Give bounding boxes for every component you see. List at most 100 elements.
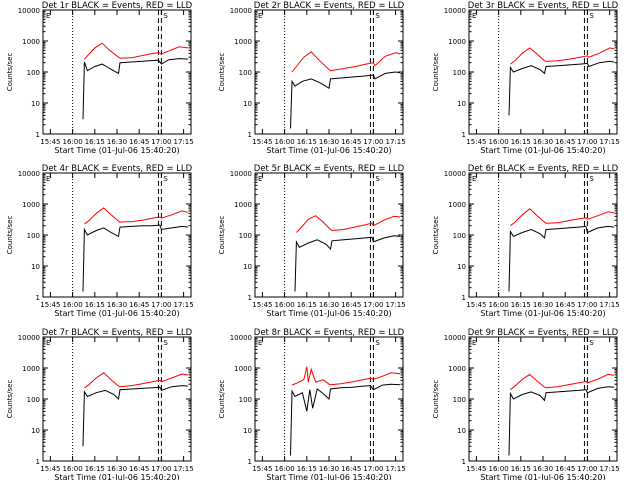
x-axis-label: Start Time (01-Jul-06 15:40:20) [480,146,605,155]
x-tick-label: 16:00 [63,138,83,146]
x-axis-label: Start Time (01-Jul-06 15:40:20) [480,309,605,318]
x-tick-label: 17:00 [577,301,597,309]
x-tick-label: 17:15 [600,138,620,146]
chart-title: Det 7r BLACK = Events, RED = LLD [42,328,193,338]
corner-label-right: S [589,12,594,20]
plot-frame [42,336,192,462]
x-tick-label: 17:00 [577,138,597,146]
y-tick-label: 1 [462,131,466,139]
chart-title: Det 2r BLACK = Events, RED = LLD [254,1,405,11]
corner-label-left: E [472,175,476,183]
corner-label-left: E [472,339,476,347]
x-tick-label: 16:30 [319,465,339,473]
y-tick-label: 10 [243,427,252,435]
corner-label-right: S [163,12,168,20]
x-tick-label: 16:00 [275,301,295,309]
y-axis-label: Counts/sec [432,53,440,92]
y-tick-label: 1 [248,458,252,466]
series-line-events [508,386,615,456]
x-tick-label: 15:45 [252,465,272,473]
x-tick-label: 15:45 [40,301,60,309]
x-tick-label: 16:00 [63,465,83,473]
corner-label-left: E [46,12,50,20]
y-tick-label: 1 [36,294,40,302]
y-tick-label: 100 [453,69,466,77]
x-tick-label: 16:30 [533,301,553,309]
y-tick-label: 10000 [230,170,252,178]
x-tick-label: 17:15 [386,138,406,146]
x-tick-label: 17:00 [577,465,597,473]
y-tick-label: 10 [31,263,40,271]
series-line-lld [84,42,189,60]
x-tick-label: 17:00 [151,301,171,309]
x-tick-label: 17:15 [386,301,406,309]
x-tick-label: 16:00 [63,301,83,309]
chart-title: Det 5r BLACK = Events, RED = LLD [254,164,405,174]
series-line-lld [510,373,615,391]
series-line-lld [296,215,401,233]
y-tick-label: 1000 [448,365,466,373]
x-tick-label: 17:00 [151,465,171,473]
y-tick-label: 1000 [234,365,252,373]
chart-title: Det 4r BLACK = Events, RED = LLD [42,164,193,174]
x-tick-label: 16:45 [555,138,575,146]
plot-frame [254,172,404,298]
corner-label-left: E [46,175,50,183]
corner-label-right: S [589,175,594,183]
series-line-lld [84,372,189,389]
x-tick-label: 16:30 [319,138,339,146]
y-tick-label: 100 [27,396,40,404]
x-tick-label: 16:00 [489,465,509,473]
x-tick-label: 16:00 [275,138,295,146]
y-tick-label: 10 [243,100,252,108]
x-tick-label: 17:15 [174,138,194,146]
y-tick-label: 1000 [448,201,466,209]
plot-frame [468,172,618,298]
chart-panel-7: Det 7r BLACK = Events, RED = LLD 1 10 100 10… [6,328,194,480]
x-tick-label: 16:00 [489,301,509,309]
chart-panel-1: Det 1r BLACK = Events, RED = LLD 1 10 100 10… [6,1,194,155]
series-line-lld [291,51,401,73]
chart-title: Det 9r BLACK = Events, RED = LLD [468,328,619,338]
series-line-lld [510,47,615,65]
y-axis-label: Counts/sec [432,380,440,419]
corner-label-right: S [375,175,380,183]
corner-label-right: S [589,339,594,347]
x-tick-label: 16:30 [107,301,127,309]
x-tick-label: 16:45 [129,301,149,309]
y-tick-label: 10000 [230,334,252,342]
chart-panel-6: Det 6r BLACK = Events, RED = LLD 1 10 100 10… [432,164,620,318]
y-axis-label: Counts/sec [6,216,14,255]
x-tick-label: 16:15 [85,465,105,473]
series-line-events [508,60,615,116]
x-tick-label: 17:15 [386,465,406,473]
series-line-events [294,235,401,292]
chart-panel-8: Det 8r BLACK = Events, RED = LLD 1 10 100 10… [218,328,406,480]
x-tick-label: 15:45 [466,465,486,473]
x-tick-label: 16:15 [297,465,317,473]
y-tick-label: 100 [239,69,252,77]
y-tick-label: 10 [31,427,40,435]
series-line-lld [510,208,615,227]
x-axis-label: Start Time (01-Jul-06 15:40:20) [54,309,179,318]
chart-title: Det 1r BLACK = Events, RED = LLD [42,1,193,11]
x-tick-label: 16:30 [533,465,553,473]
x-tick-label: 16:15 [511,138,531,146]
x-tick-label: 16:15 [297,138,317,146]
x-tick-label: 17:00 [363,301,383,309]
x-tick-label: 16:45 [129,138,149,146]
corner-label-left: E [472,12,476,20]
plot-frame [42,9,192,135]
series-line-events [82,58,189,120]
x-tick-label: 16:30 [319,301,339,309]
x-tick-label: 16:45 [341,465,361,473]
y-tick-label: 10000 [18,334,40,342]
x-axis-label: Start Time (01-Jul-06 15:40:20) [54,473,179,480]
x-tick-label: 16:45 [341,138,361,146]
chart-title: Det 3r BLACK = Events, RED = LLD [468,1,619,11]
y-tick-label: 1000 [22,38,40,46]
x-axis-label: Start Time (01-Jul-06 15:40:20) [480,473,605,480]
corner-label-right: S [163,175,168,183]
y-tick-label: 100 [453,232,466,240]
